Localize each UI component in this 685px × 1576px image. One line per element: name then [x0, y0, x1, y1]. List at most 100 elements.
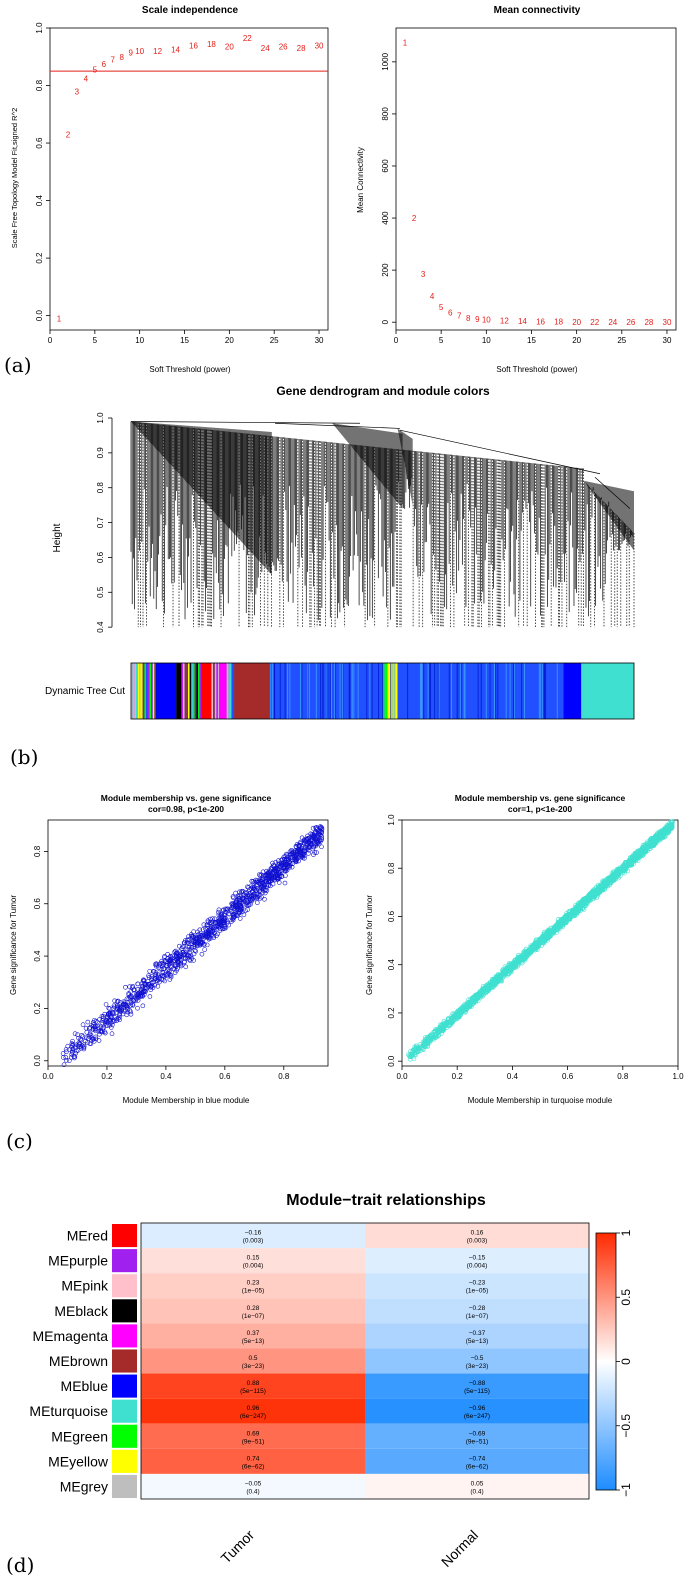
- module-segment-12: [581, 663, 634, 719]
- mmblue-point: [247, 894, 253, 900]
- cell-value-MEblack-Normal: −0.28: [469, 1305, 486, 1312]
- module-stripe: [342, 663, 344, 719]
- mean-ytick-label-2: 400: [381, 211, 390, 225]
- mmturq-point: [623, 864, 629, 870]
- mmblue-point: [278, 861, 284, 866]
- mmblue-point: [318, 839, 323, 844]
- mmblue-point: [289, 854, 295, 860]
- mmturq-point: [491, 985, 496, 990]
- module-stripe: [189, 663, 192, 719]
- module-segment-11: [563, 663, 582, 719]
- mmblue-point: [319, 830, 324, 836]
- mmblue-point: [140, 986, 146, 991]
- mmblue-point: [181, 952, 186, 957]
- mmblue-ytick-label-0: 0.0: [33, 1055, 42, 1067]
- mmblue-point: [98, 1025, 104, 1031]
- legend-color-bar: [595, 1232, 617, 1491]
- dendro-backbone-3: [399, 429, 601, 475]
- mmturq-point: [511, 963, 517, 968]
- module-stripe: [191, 663, 193, 719]
- mmblue-point: [238, 907, 243, 913]
- module-stripe: [513, 663, 515, 719]
- mmblue-point: [147, 968, 153, 974]
- mmblue-point: [249, 894, 254, 899]
- scale-title: Scale independence: [142, 5, 239, 16]
- cell-MEpurple-Tumor: [141, 1248, 365, 1274]
- mmblue-point: [136, 995, 141, 1001]
- module-stripe: [451, 663, 453, 719]
- mmblue-point: [172, 958, 178, 963]
- mmturq-point: [554, 927, 560, 933]
- dendro-backbone-1: [130, 421, 361, 424]
- cell-MEyellow-Tumor: [141, 1448, 365, 1474]
- module-stripe: [505, 663, 507, 719]
- mmblue-point: [220, 926, 226, 931]
- mmblue-point: [231, 895, 236, 901]
- mean-point-18: 18: [554, 318, 563, 327]
- mmblue-point: [244, 890, 249, 896]
- mmblue-point: [154, 978, 159, 983]
- swatch-MEyellow: [112, 1449, 137, 1473]
- mmblue-point: [104, 1019, 110, 1025]
- mmturq-point: [502, 968, 508, 973]
- mmblue-point: [219, 920, 225, 925]
- mmturq-point: [457, 1013, 463, 1018]
- mmturq-ytick-label-0: 0.0: [387, 1055, 396, 1067]
- mmturq-point: [490, 976, 495, 982]
- mmturq-point: [525, 948, 531, 954]
- cell-MEpurple-Normal: [365, 1248, 589, 1274]
- mmblue-point: [204, 942, 210, 948]
- cell-pvalue-MEpink-Tumor: (1e−05): [242, 1288, 265, 1295]
- mmturq-point: [551, 926, 556, 932]
- module-stripe: [134, 663, 136, 719]
- mmblue-point: [60, 1051, 66, 1056]
- cell-MEblack-Tumor: [141, 1298, 365, 1324]
- mean-point-6: 6: [448, 308, 453, 317]
- mean-xtick-label-2: 10: [482, 336, 491, 345]
- mmturq-point: [478, 990, 483, 996]
- scale-point-26: 26: [279, 43, 288, 52]
- mmblue-point: [114, 999, 120, 1004]
- mmblue-point: [312, 835, 318, 841]
- mean-point-5: 5: [439, 303, 444, 312]
- mean-point-30: 30: [663, 318, 672, 327]
- mmturq-point: [581, 899, 587, 905]
- mean-point-2: 2: [412, 214, 417, 223]
- mmblue-point: [198, 941, 204, 947]
- cell-pvalue-MEmagenta-Normal: (5e−13): [466, 1338, 489, 1345]
- mmturq-point: [442, 1024, 447, 1030]
- mmturq-point: [647, 841, 653, 847]
- module-stripe: [218, 663, 220, 719]
- module-stripe: [434, 663, 436, 719]
- mmblue-point: [311, 834, 316, 839]
- cell-value-MEbrown-Normal: −0.5: [471, 1355, 484, 1362]
- mmblue-point: [244, 897, 249, 903]
- mmblue-point: [90, 1036, 96, 1042]
- scale-point-18: 18: [207, 40, 216, 49]
- module-stripe: [272, 663, 274, 719]
- mean-ytick-label-0: 0: [381, 319, 390, 324]
- mmblue-point: [310, 833, 315, 838]
- mmblue-point: [226, 922, 232, 928]
- mmturq-point: [469, 1001, 475, 1007]
- mmblue-point: [246, 893, 252, 899]
- mean-point-7: 7: [457, 312, 462, 321]
- mmblue-point: [85, 1019, 91, 1025]
- mean-point-28: 28: [644, 318, 653, 327]
- module-stripe: [521, 663, 523, 719]
- cell-pvalue-MEmagenta-Tumor: (5e−13): [242, 1338, 265, 1345]
- cell-MEbrown-Normal: [365, 1348, 589, 1374]
- mmblue-point: [117, 1017, 122, 1022]
- mmblue-point: [249, 893, 255, 899]
- mmturq-point: [475, 994, 481, 1000]
- mmturq-ytick-label-1: 0.2: [387, 1007, 396, 1019]
- cell-pvalue-MEpink-Normal: (1e−05): [466, 1288, 489, 1295]
- mmblue-point: [165, 951, 170, 957]
- module-stripe: [545, 663, 547, 719]
- module-stripe: [495, 663, 497, 719]
- module-stripe: [152, 663, 155, 719]
- cell-pvalue-MEgrey-Tumor: (0.4): [246, 1488, 259, 1495]
- mmblue-point: [181, 944, 187, 950]
- cell-MEmagenta-Tumor: [141, 1323, 365, 1349]
- module-stripe: [229, 663, 232, 719]
